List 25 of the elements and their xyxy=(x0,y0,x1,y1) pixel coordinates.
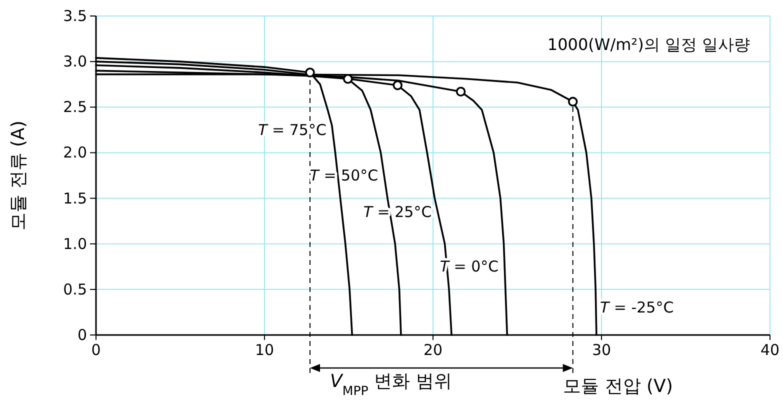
point xyxy=(305,68,315,78)
y-axis-title: 모듈 전류 (A) xyxy=(8,120,29,230)
x-tick-label: 30 xyxy=(592,341,612,359)
y-tick-label: 3.5 xyxy=(63,7,87,25)
x-tick-label: 20 xyxy=(423,341,443,359)
y-tick-label: 2.5 xyxy=(63,98,87,116)
y-tick-label: 0 xyxy=(77,326,87,344)
series-label: T = 75°C xyxy=(258,120,326,139)
y-tick-label: 0.5 xyxy=(63,280,87,298)
y-tick-label: 3.0 xyxy=(63,52,87,71)
series-label: T = 50°C xyxy=(310,166,378,184)
point xyxy=(456,86,466,97)
series-label: T = 25°C xyxy=(363,202,432,221)
y-tick-label: 1.5 xyxy=(63,189,87,208)
x-axis-title: 모듈 전압 (V) xyxy=(563,376,673,397)
annotation: 1000(W/m²)의 일정 일사량 xyxy=(547,35,750,54)
point xyxy=(392,80,403,90)
series-label: T = -25°C xyxy=(600,298,674,317)
y-tick-label: 1.0 xyxy=(63,234,87,253)
y-tick-label: 2.0 xyxy=(63,144,87,162)
x-tick-label: 10 xyxy=(254,341,274,359)
text: V$_{MPP}$ 변화 범위 xyxy=(330,371,452,398)
point xyxy=(568,96,578,107)
x-tick-label: 40 xyxy=(760,341,780,359)
x-tick-label: 0 xyxy=(91,341,101,359)
